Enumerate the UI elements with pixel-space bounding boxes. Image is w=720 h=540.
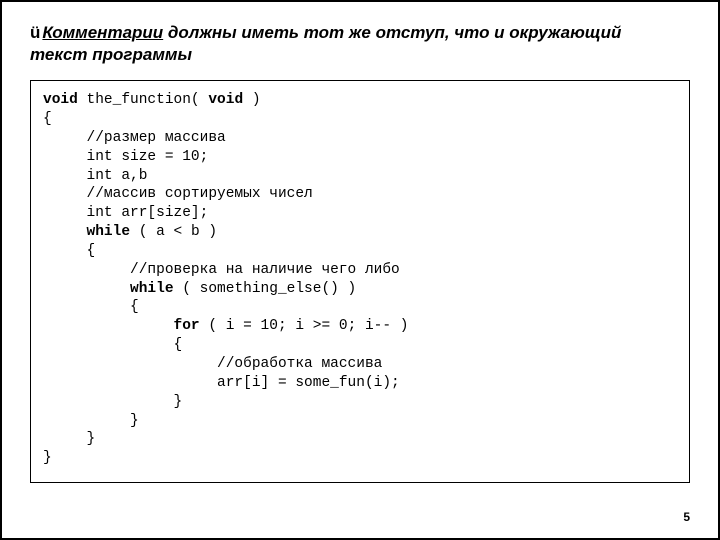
heading-line2: текст программы	[30, 45, 192, 64]
code-l18: }	[43, 413, 139, 429]
code-l1b: the_function(	[78, 92, 209, 108]
code-l7: int arr[size];	[43, 205, 208, 221]
code-l12: {	[43, 299, 139, 315]
code-l9: {	[43, 243, 95, 259]
code-l15: //обработка массива	[43, 356, 382, 372]
code-l13c: ( i = 10; i >= 0; i-- )	[200, 318, 409, 334]
code-l20: }	[43, 450, 52, 466]
slide-frame: üКомментарии должны иметь тот же отступ,…	[0, 0, 720, 540]
code-l16: arr[i] = some_fun(i);	[43, 375, 400, 391]
code-l2: {	[43, 111, 52, 127]
heading-word-underlined: Комментарии	[42, 23, 163, 42]
check-icon: ü	[30, 23, 40, 42]
code-l8c: ( a < b )	[130, 224, 217, 240]
code-l3: //размер массива	[43, 130, 226, 146]
kw-while-2: while	[130, 281, 174, 297]
heading-line1-rest: должны иметь тот же отступ, что и окружа…	[163, 23, 621, 42]
code-l10: //проверка на наличие чего либо	[43, 262, 400, 278]
code-l17: }	[43, 394, 182, 410]
page-number: 5	[683, 510, 690, 524]
code-l14: {	[43, 337, 182, 353]
code-l6: //массив сортируемых чисел	[43, 186, 313, 202]
kw-for: for	[174, 318, 200, 334]
kw-while-1: while	[87, 224, 131, 240]
code-l11c: ( something_else() )	[174, 281, 357, 297]
kw-void-2: void	[208, 92, 243, 108]
code-l8a	[43, 224, 87, 240]
code-l19: }	[43, 431, 95, 447]
code-block: void the_function( void ) { //размер мас…	[30, 80, 690, 483]
slide-heading: üКомментарии должны иметь тот же отступ,…	[30, 22, 690, 66]
code-l4: int size = 10;	[43, 149, 208, 165]
code-l11a	[43, 281, 130, 297]
code-l13a	[43, 318, 174, 334]
code-l5: int a,b	[43, 168, 147, 184]
code-l1d: )	[243, 92, 260, 108]
kw-void-1: void	[43, 92, 78, 108]
